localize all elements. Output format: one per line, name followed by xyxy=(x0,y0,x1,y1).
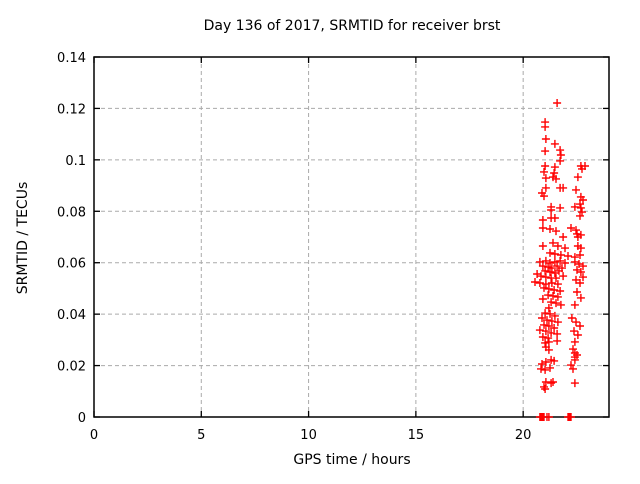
y-tick-label: 0.1 xyxy=(65,154,86,169)
plot-border xyxy=(93,56,610,418)
y-tick-label: 0.04 xyxy=(57,308,86,323)
y-axis-label: SRMTID / TECUs xyxy=(15,181,31,295)
series-srmtid-points xyxy=(531,99,589,421)
y-tick-label: 0.08 xyxy=(57,205,86,220)
y-tick-label: 0.12 xyxy=(57,102,86,117)
y-tick-label: 0 xyxy=(78,411,86,426)
x-tick-label: 20 xyxy=(515,428,532,443)
y-tick-label: 0.06 xyxy=(57,257,86,272)
y-tick-label: 0.14 xyxy=(57,51,86,66)
y-tick-label: 0.02 xyxy=(57,360,86,375)
x-axis-label: GPS time / hours xyxy=(293,452,411,468)
x-tick-label: 0 xyxy=(90,428,98,443)
x-tick-label: 15 xyxy=(408,428,425,443)
chart-title: Day 136 of 2017, SRMTID for receiver brs… xyxy=(203,18,501,34)
x-tick-label: 10 xyxy=(300,428,317,443)
x-tick-label: 5 xyxy=(197,428,205,443)
